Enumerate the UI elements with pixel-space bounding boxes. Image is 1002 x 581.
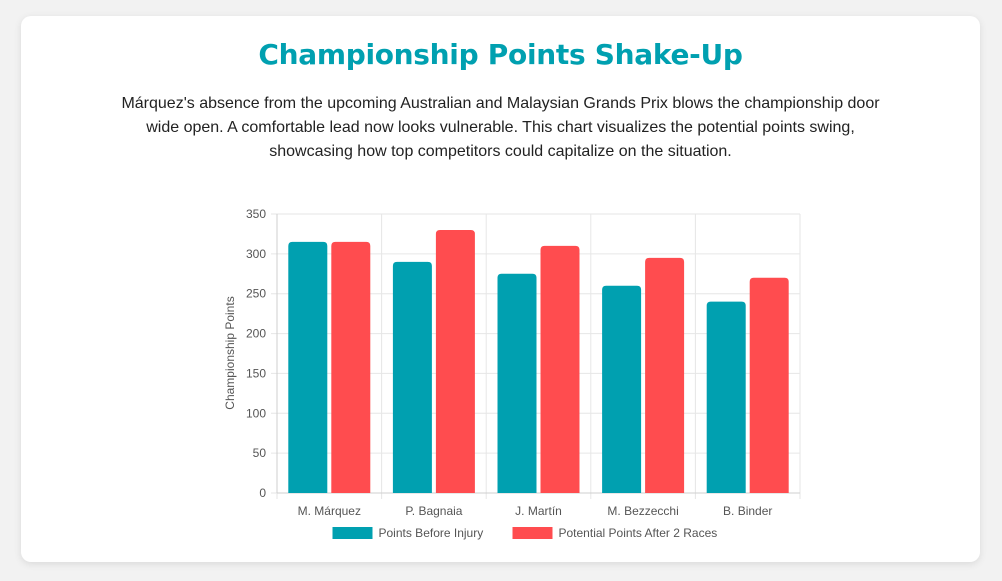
- y-tick-label: 350: [246, 207, 266, 221]
- legend-label[interactable]: Potential Points After 2 Races: [559, 526, 718, 540]
- x-tick-label: M. Bezzecchi: [607, 504, 678, 518]
- chart-legend[interactable]: Points Before Injury Potential Points Aft…: [332, 526, 718, 540]
- bar-before[interactable]: [392, 261, 432, 493]
- x-tick-label: M. Márquez: [298, 504, 361, 518]
- x-tick-label: P. Bagnaia: [405, 504, 462, 518]
- y-tick-label: 250: [246, 287, 266, 301]
- legend-swatch[interactable]: [512, 527, 553, 539]
- bar-chart: 0 50 100 150 200 250 300 350 M. Márquez P. Bagna…: [223, 207, 801, 540]
- page-description: Márquez's absence from the upcoming Aust…: [121, 95, 880, 160]
- x-tick-label: J. Martín: [515, 504, 562, 518]
- legend-swatch[interactable]: [332, 527, 373, 539]
- chart-bars: [288, 229, 789, 493]
- y-tick-label: 150: [246, 366, 266, 380]
- bar-after[interactable]: [540, 245, 580, 493]
- legend-label[interactable]: Points Before Injury: [379, 526, 484, 540]
- bar-after[interactable]: [435, 229, 475, 493]
- bar-before[interactable]: [706, 301, 746, 493]
- bar-before[interactable]: [288, 241, 328, 493]
- page-title: Championship Points Shake-Up: [258, 38, 743, 71]
- bar-before[interactable]: [602, 285, 642, 493]
- y-tick-label: 300: [246, 247, 266, 261]
- y-tick-label: 50: [253, 446, 267, 460]
- x-axis-ticks: M. Márquez P. Bagnaia J. Martín M. Bezzecch…: [298, 504, 773, 518]
- chart-card: Championship Points Shake-Up Márquez's a…: [21, 16, 980, 562]
- y-tick-label: 200: [246, 327, 266, 341]
- bar-after[interactable]: [331, 241, 371, 493]
- y-tick-label: 100: [246, 406, 266, 420]
- y-axis-ticks: 0 50 100 150 200 250 300 350: [246, 207, 266, 500]
- bar-after[interactable]: [749, 277, 789, 493]
- bar-before[interactable]: [497, 273, 537, 493]
- y-axis-label: Championship Points: [223, 296, 237, 409]
- y-tick-label: 0: [259, 486, 266, 500]
- bar-after[interactable]: [645, 257, 685, 493]
- x-tick-label: B. Binder: [723, 504, 772, 518]
